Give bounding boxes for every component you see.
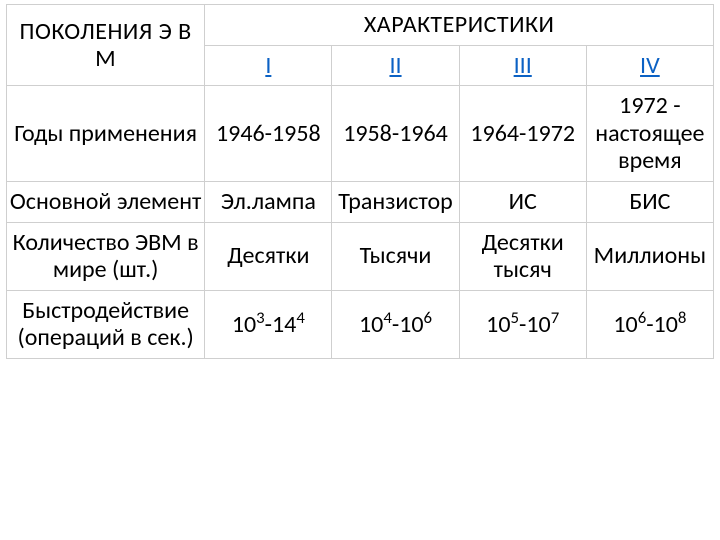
col-link-4[interactable]: IV bbox=[640, 51, 660, 80]
col-link-2[interactable]: II bbox=[389, 51, 401, 80]
cell: 105-107 bbox=[459, 290, 586, 358]
col-header-2: II bbox=[332, 45, 459, 86]
cell: 106-108 bbox=[586, 290, 713, 358]
cell: Транзистор bbox=[332, 181, 459, 222]
cell: Десятки bbox=[205, 222, 332, 290]
cell: Тысячи bbox=[332, 222, 459, 290]
cell: 1964-1972 bbox=[459, 86, 586, 182]
table-row: Годы применения 1946-1958 1958-1964 1964… bbox=[7, 86, 714, 182]
generations-table: ПОКОЛЕНИЯ Э В М ХАРАКТЕРИСТИКИ I II III … bbox=[6, 4, 714, 359]
col-link-1[interactable]: I bbox=[265, 51, 271, 80]
table-row: Количество ЭВМ в мире (шт.) Десятки Тыся… bbox=[7, 222, 714, 290]
header-row-1: ПОКОЛЕНИЯ Э В М ХАРАКТЕРИСТИКИ bbox=[7, 5, 714, 46]
cell: 103-144 bbox=[205, 290, 332, 358]
cell: 1946-1958 bbox=[205, 86, 332, 182]
cell: Эл.лампа bbox=[205, 181, 332, 222]
row-label: Количество ЭВМ в мире (шт.) bbox=[7, 222, 205, 290]
cell: Десятки тысяч bbox=[459, 222, 586, 290]
col-header-1: I bbox=[205, 45, 332, 86]
cell: 1958-1964 bbox=[332, 86, 459, 182]
table-row: Основной элемент Эл.лампа Транзистор ИС … bbox=[7, 181, 714, 222]
cell: ИС bbox=[459, 181, 586, 222]
row-label: Основной элемент bbox=[7, 181, 205, 222]
col-header-3: III bbox=[459, 45, 586, 86]
table-row: Быстродействие (операций в сек.) 103-144… bbox=[7, 290, 714, 358]
cell: БИС bbox=[586, 181, 713, 222]
cell: Миллионы bbox=[586, 222, 713, 290]
cell: 104-106 bbox=[332, 290, 459, 358]
cell: 1972 - настоящее время bbox=[586, 86, 713, 182]
col-header-4: IV bbox=[586, 45, 713, 86]
row-label: Годы применения bbox=[7, 86, 205, 182]
col-link-3[interactable]: III bbox=[514, 51, 532, 80]
row-header-main: ПОКОЛЕНИЯ Э В М bbox=[7, 5, 205, 86]
group-header: ХАРАКТЕРИСТИКИ bbox=[205, 5, 714, 46]
row-label: Быстродействие (операций в сек.) bbox=[7, 290, 205, 358]
